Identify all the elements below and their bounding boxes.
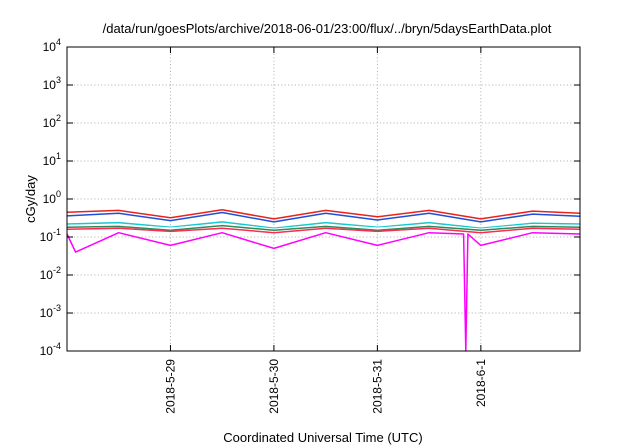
x-tick-label: 2018-5-30 [267,359,281,414]
series-layer [66,209,581,352]
x-tick-label: 2018-6-1 [474,359,488,407]
series-line-3 [66,221,581,229]
y-tick-label: 102 [43,113,61,130]
series-line-6 [66,227,581,234]
x-tick-label: 2018-5-31 [370,359,384,414]
series-line-4 [66,223,581,230]
series-line-7 [66,231,581,352]
y-tick-label: 10-4 [40,341,61,358]
y-tick-label: 10-1 [40,227,61,244]
grid [67,47,580,351]
y-tick-label: 10-3 [40,303,61,320]
y-tick-label: 104 [43,37,61,54]
series-line-2 [66,211,581,223]
axis-ticks: 10-4 10-3 10-2 10-1 100 101 102 103 104 2018-5-29… [40,37,580,414]
x-axis-label: Coordinated Universal Time (UTC) [223,430,422,445]
y-tick-label: 103 [43,75,61,92]
series-line-5 [66,224,581,232]
chart-title: /data/run/goesPlots/archive/2018-06-01/2… [103,21,552,36]
series-line-1 [66,209,581,220]
y-axis-label: cGy/day [23,175,38,223]
y-tick-label: 100 [43,189,61,206]
y-tick-label: 10-2 [40,265,61,282]
x-tick-label: 2018-5-29 [163,359,177,414]
y-tick-label: 101 [43,151,61,168]
